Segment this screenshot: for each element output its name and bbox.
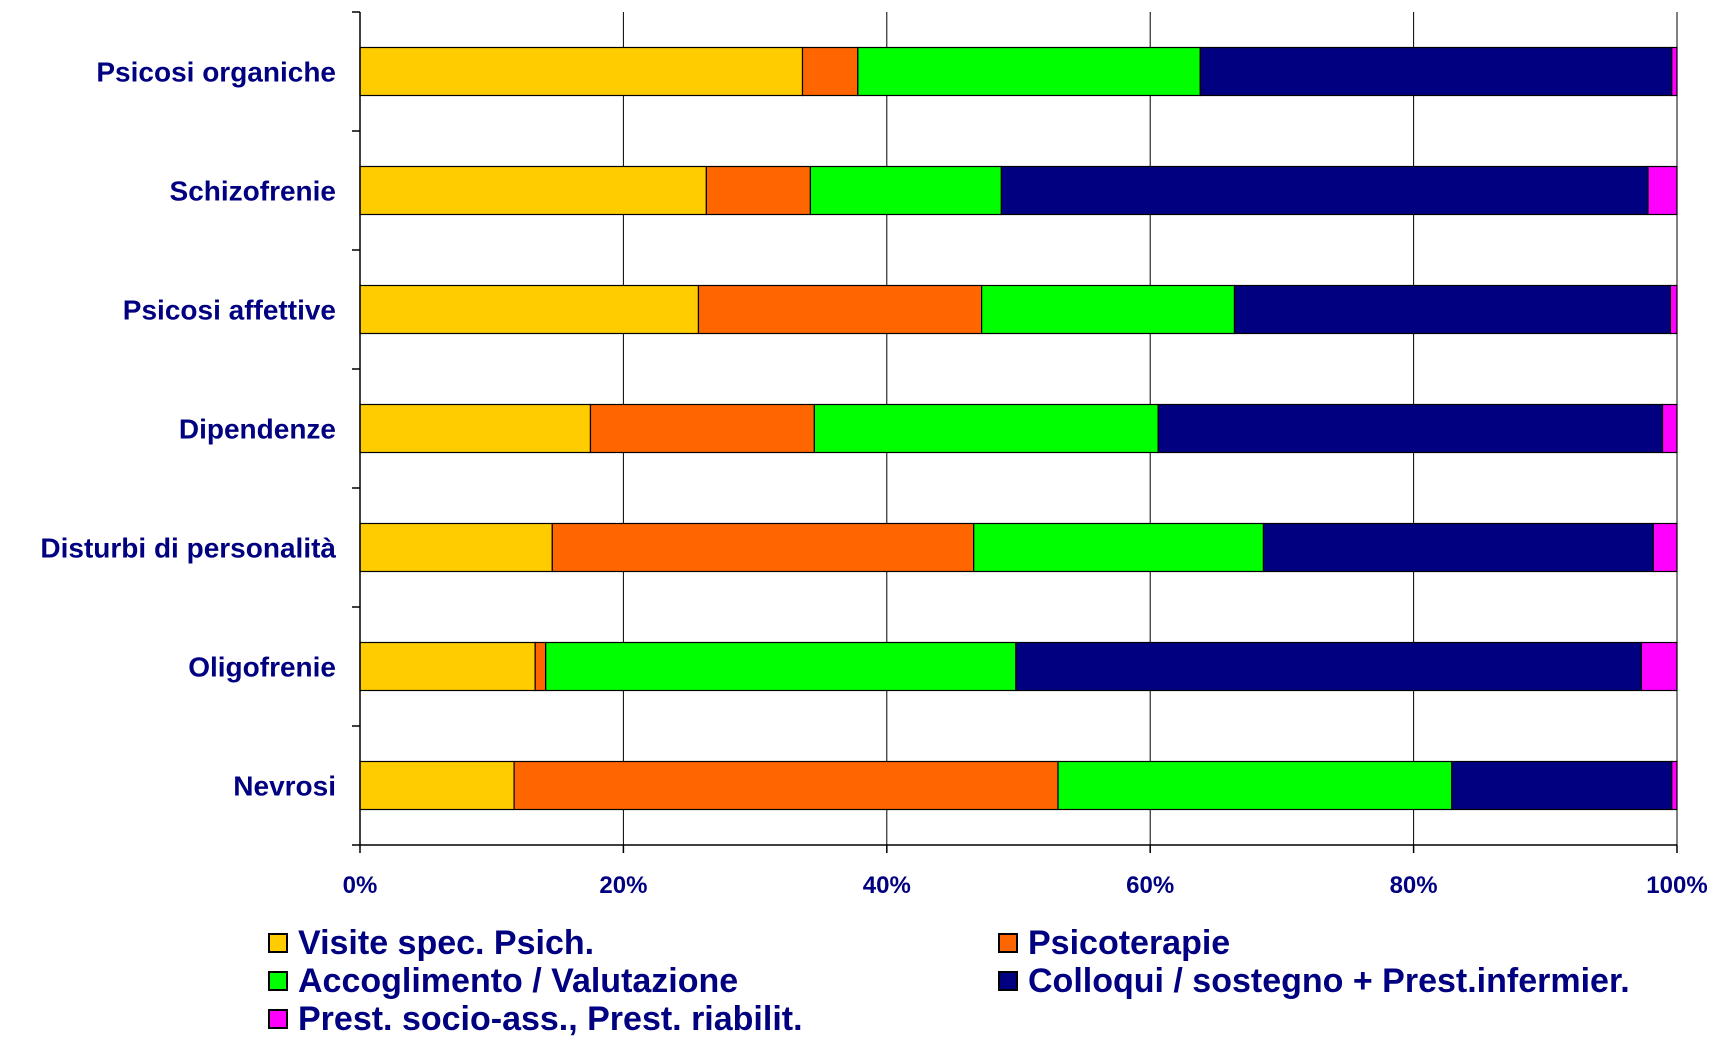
bar-0-series-1 xyxy=(801,46,859,97)
category-label-0: Psicosi organiche xyxy=(96,57,336,88)
bar-4-series-2 xyxy=(973,522,1265,573)
legend-label-visite: Visite spec. Psich. xyxy=(298,924,595,962)
category-label-1: Schizofrenie xyxy=(170,176,336,207)
bar-1-series-2 xyxy=(809,165,1002,216)
bar-1-series-4 xyxy=(1647,165,1678,216)
category-label-6: Nevrosi xyxy=(233,771,336,802)
bar-1-series-1 xyxy=(705,165,812,216)
x-tick-label-0: 0% xyxy=(343,872,378,899)
bar-1-series-0 xyxy=(359,165,707,216)
bar-2-series-2 xyxy=(981,284,1236,335)
legend-item-colloqui: Colloqui / sostegno + Prest.infermier. xyxy=(998,962,1630,1000)
bar-4-series-0 xyxy=(359,522,553,573)
legend-label-accoglimento: Accoglimento / Valutazione xyxy=(298,962,739,1000)
legend-label-psicoterapie: Psicoterapie xyxy=(1028,924,1231,962)
legend-item-accoglimento: Accoglimento / Valutazione xyxy=(268,962,738,1000)
bar-0-series-3 xyxy=(1199,46,1673,97)
bar-0-series-4 xyxy=(1671,46,1678,97)
x-tick-label-3: 60% xyxy=(1126,872,1174,899)
bar-6-series-4 xyxy=(1671,760,1678,811)
x-tick-label-4: 80% xyxy=(1390,872,1438,899)
bar-6-series-2 xyxy=(1057,760,1453,811)
legend-swatch-accoglimento xyxy=(268,971,288,991)
bar-0-series-2 xyxy=(857,46,1201,97)
legend-item-prest-socio: Prest. socio-ass., Prest. riabilit. xyxy=(268,1000,803,1038)
bar-6-series-3 xyxy=(1451,760,1673,811)
bar-4-series-1 xyxy=(551,522,975,573)
bar-2-series-4 xyxy=(1669,284,1678,335)
bar-2-series-3 xyxy=(1233,284,1672,335)
bar-4-series-4 xyxy=(1652,522,1678,573)
bar-3-series-2 xyxy=(813,403,1159,454)
x-tick-label-2: 40% xyxy=(863,872,911,899)
bar-5-series-3 xyxy=(1015,641,1643,692)
bar-6-series-1 xyxy=(513,760,1059,811)
bar-5-series-1 xyxy=(534,641,547,692)
x-tick-label-1: 20% xyxy=(599,872,647,899)
bar-3-series-4 xyxy=(1661,403,1678,454)
bar-3-series-1 xyxy=(589,403,815,454)
bar-3-series-0 xyxy=(359,403,592,454)
legend-label-colloqui: Colloqui / sostegno + Prest.infermier. xyxy=(1028,962,1630,1000)
bars xyxy=(359,46,1678,811)
bar-2-series-1 xyxy=(697,284,983,335)
legend-item-visite: Visite spec. Psich. xyxy=(268,924,594,962)
axes xyxy=(352,11,1678,853)
category-label-4: Disturbi di personalità xyxy=(40,533,336,564)
bar-5-series-4 xyxy=(1640,641,1678,692)
axis-labels: 0% 20% 40% 60% 80% 100% Psicosi organiche Schiz… xyxy=(40,57,1707,900)
bar-5-series-0 xyxy=(359,641,536,692)
category-label-3: Dipendenze xyxy=(179,414,336,445)
bar-3-series-3 xyxy=(1157,403,1664,454)
legend-swatch-visite xyxy=(268,933,288,953)
legend-item-psicoterapie: Psicoterapie xyxy=(998,924,1230,962)
bar-5-series-2 xyxy=(545,641,1017,692)
category-label-2: Psicosi affettive xyxy=(123,295,336,326)
bar-0-series-0 xyxy=(359,46,804,97)
bar-1-series-3 xyxy=(1000,165,1649,216)
legend-label-prest-socio: Prest. socio-ass., Prest. riabilit. xyxy=(298,1000,803,1038)
bar-4-series-3 xyxy=(1262,522,1654,573)
x-tick-label-5: 100% xyxy=(1646,872,1707,899)
legend-swatch-prest-socio xyxy=(268,1009,288,1029)
bar-6-series-0 xyxy=(359,760,515,811)
legend-swatch-psicoterapie xyxy=(998,933,1018,953)
category-label-5: Oligofrenie xyxy=(188,652,336,683)
bar-2-series-0 xyxy=(359,284,700,335)
legend-swatch-colloqui xyxy=(998,971,1018,991)
